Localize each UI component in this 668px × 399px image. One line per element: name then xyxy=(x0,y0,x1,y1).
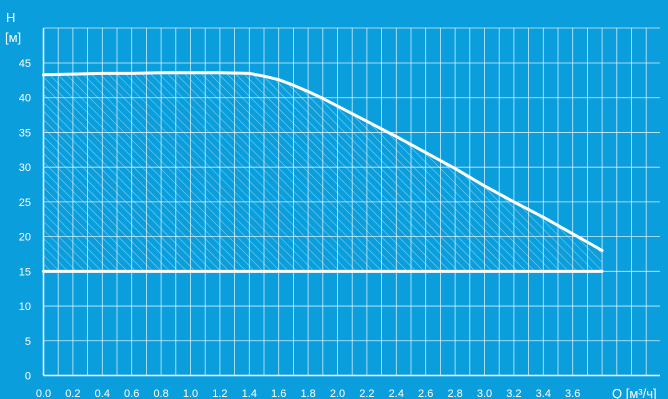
x-tick-label: 2.4 xyxy=(389,388,404,399)
x-tick-label: 0.8 xyxy=(153,388,168,399)
operating-area-hatch xyxy=(43,72,603,272)
x-tick-label: 0.2 xyxy=(65,388,80,399)
y-tick-label: 15 xyxy=(19,266,31,278)
x-tick-labels: 0.0 0.2 0.4 0.6 0.8 1.0 1.2 1.4 1.6 1.8 2.0 2.2 2.4 2… xyxy=(36,388,580,399)
x-tick-label: 3.6 xyxy=(565,388,580,399)
x-axis-title: Q [м³/ч] xyxy=(612,386,657,399)
x-tick-label: 2.6 xyxy=(418,388,433,399)
y-tick-label: 10 xyxy=(19,301,31,313)
x-tick-label: 2.2 xyxy=(359,388,374,399)
y-tick-label: 35 xyxy=(19,127,31,139)
x-tick-label: 1.8 xyxy=(300,388,315,399)
x-tick-label: 2.8 xyxy=(447,388,462,399)
x-tick-label: 1.4 xyxy=(242,388,257,399)
x-tick-label: 2.0 xyxy=(330,388,345,399)
y-tick-label: 20 xyxy=(19,232,31,244)
x-tick-label: 0.0 xyxy=(36,388,51,399)
x-tick-label: 1.0 xyxy=(183,388,198,399)
y-tick-label: 25 xyxy=(19,197,31,209)
y-tick-label: 30 xyxy=(19,162,31,174)
head-curve xyxy=(42,71,604,252)
x-tick-label: 3.2 xyxy=(506,388,521,399)
y-tick-label: 0 xyxy=(25,371,31,383)
y-tick-labels: 0 5 10 15 20 25 30 35 40 45 xyxy=(19,58,31,383)
x-tick-label: 1.6 xyxy=(271,388,286,399)
x-tick-label: 0.4 xyxy=(95,388,110,399)
y-tick-label: 45 xyxy=(19,58,31,70)
y-axis-unit: [м] xyxy=(5,30,21,45)
x-tick-label: 3.4 xyxy=(536,388,551,399)
x-tick-label: 3.0 xyxy=(477,388,492,399)
y-axis-title: H xyxy=(6,10,15,25)
y-tick-label: 5 xyxy=(25,336,31,348)
x-tick-label: 0.6 xyxy=(124,388,139,399)
x-tick-label: 1.2 xyxy=(212,388,227,399)
y-tick-label: 40 xyxy=(19,93,31,105)
